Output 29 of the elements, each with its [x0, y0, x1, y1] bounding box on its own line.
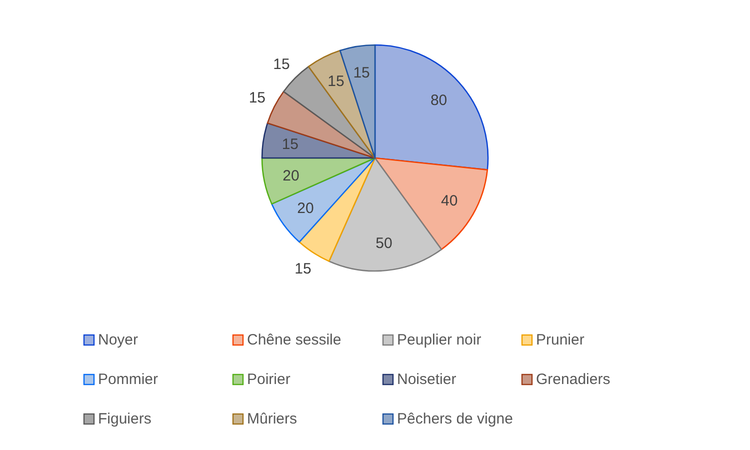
- legend-label: Grenadiers: [536, 371, 610, 388]
- legend-label: Noisetier: [397, 371, 456, 388]
- data-label: 15: [328, 72, 344, 90]
- legend-label: Noyer: [98, 332, 138, 348]
- data-label: 20: [297, 200, 314, 217]
- data-label: 15: [248, 89, 266, 106]
- pie-slice: [308, 50, 376, 159]
- pie-slice: [266, 90, 376, 159]
- legend-label: Pommier: [98, 371, 158, 388]
- pie-slice: [328, 157, 442, 272]
- data-label: 80: [430, 92, 448, 110]
- data-label: 40: [441, 192, 458, 210]
- pie-slice: [374, 44, 489, 170]
- legend-label: Chêne sessile: [247, 332, 342, 348]
- legend-label: Prunier: [536, 332, 584, 348]
- pie-slice: [374, 157, 488, 250]
- legend-label: Mûriers: [247, 410, 298, 428]
- pie-slice: [298, 157, 376, 262]
- legend-label: Poirier: [247, 371, 290, 388]
- data-label: 15: [282, 136, 299, 154]
- data-label: 15: [294, 260, 312, 278]
- data-label: 15: [353, 64, 370, 82]
- data-label: 20: [282, 167, 300, 184]
- data-label: 50: [376, 234, 392, 252]
- data-label: 15: [273, 56, 290, 74]
- legend-label: Figuiers: [98, 410, 152, 428]
- legend-label: Pêchers de vigne: [397, 410, 513, 428]
- legend-label: Peuplier noir: [397, 332, 482, 348]
- pie-slice: [271, 157, 376, 243]
